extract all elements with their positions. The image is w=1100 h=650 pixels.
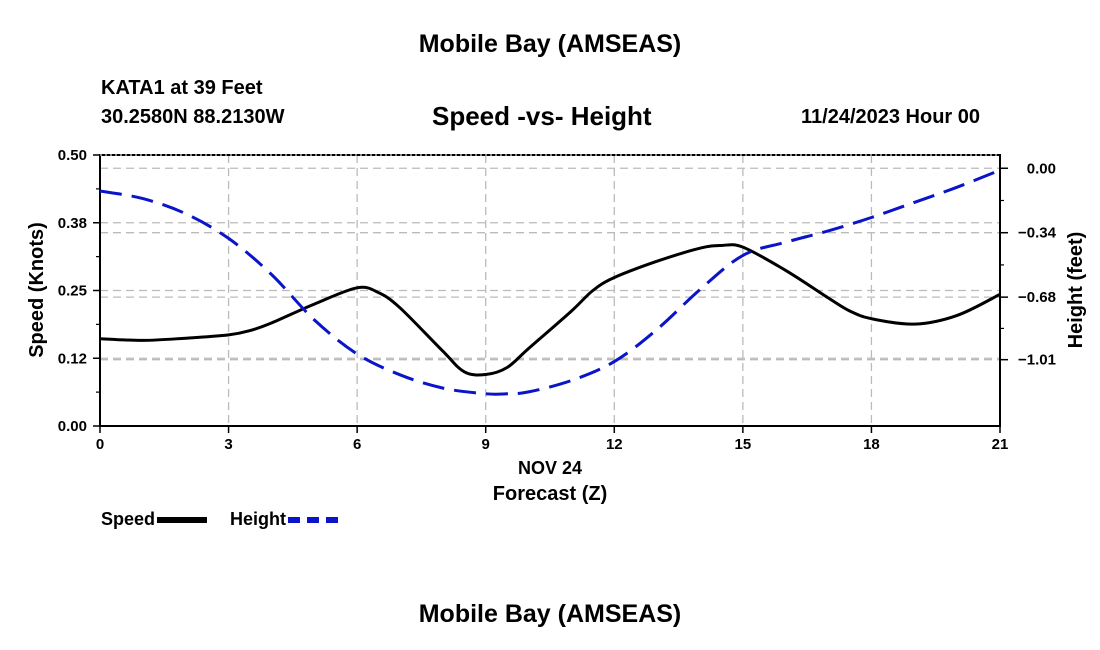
legend-item-height: Height	[230, 509, 339, 530]
y2-tick-label: −0.68	[1018, 289, 1056, 306]
grid-layer	[100, 155, 1000, 426]
height-series-line	[99, 168, 1001, 396]
x-tick-label: 0	[96, 436, 104, 453]
x-tick-label: 9	[482, 436, 490, 453]
y-tick-label: 0.12	[58, 350, 87, 367]
y-tick-label: 0.50	[58, 147, 87, 164]
y2-axis-label: Height (feet)	[1065, 232, 1087, 349]
y-tick-label: 0.00	[58, 418, 87, 435]
legend-speed-swatch	[157, 516, 208, 523]
x-tick-label: 3	[224, 436, 232, 453]
main-title: Mobile Bay (AMSEAS)	[418, 30, 682, 58]
y-tick-label: 0.25	[58, 283, 87, 300]
legend-height-label: Height	[230, 509, 287, 529]
legend: Speed Height	[101, 509, 356, 530]
legend-height-swatch	[288, 516, 339, 523]
y2-tick-label: −0.34	[1018, 225, 1057, 242]
x-tick-label: 6	[353, 436, 361, 453]
footer-title: Mobile Bay (AMSEAS)	[418, 600, 682, 628]
axis-layer: 0 3 6 9 12 15 18 21 0.00 0.12 0.25 0.38 0.50 0.00 −0.3…	[58, 147, 1057, 453]
legend-item-speed: Speed	[101, 509, 208, 530]
y-axis-label: Speed (Knots)	[26, 222, 48, 358]
series-layer	[99, 168, 1001, 396]
x-tick-label: 18	[863, 436, 880, 453]
x-axis-label: Forecast (Z)	[493, 483, 607, 505]
station-coordinates: 30.2580N 88.2130W	[101, 106, 285, 128]
speed-series-line	[99, 243, 1001, 377]
chart-title: Speed -vs- Height	[432, 101, 652, 131]
x-tick-label: 12	[606, 436, 623, 453]
forecast-datetime: 11/24/2023 Hour 00	[801, 106, 981, 128]
y-tick-label: 0.38	[58, 215, 87, 232]
x-tick-label: 15	[735, 436, 752, 453]
legend-speed-label: Speed	[101, 509, 156, 529]
x-tick-label: 21	[992, 436, 1009, 453]
station-label: KATA1 at 39 Feet	[101, 77, 263, 99]
y2-tick-label: 0.00	[1027, 160, 1056, 177]
x-axis-date-label: NOV 24	[518, 458, 582, 478]
y2-tick-label: −1.01	[1018, 352, 1056, 369]
